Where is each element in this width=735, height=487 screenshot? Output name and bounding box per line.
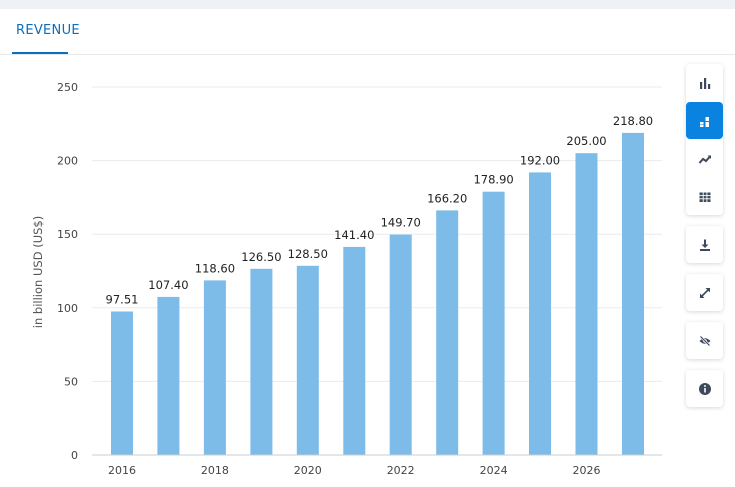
top-strip bbox=[0, 0, 735, 9]
bar-2025[interactable] bbox=[529, 172, 551, 455]
bar-chart-alt-button[interactable] bbox=[686, 102, 723, 139]
x-tick-label: 2020 bbox=[294, 464, 322, 477]
bar-value-label: 126.50 bbox=[241, 250, 281, 264]
bar-value-label: 205.00 bbox=[566, 134, 606, 148]
download-button[interactable] bbox=[686, 226, 723, 263]
bar-value-label: 149.70 bbox=[381, 216, 421, 230]
fullscreen-button[interactable] bbox=[686, 274, 723, 311]
bar-2023[interactable] bbox=[436, 210, 459, 455]
x-tick-label: 2024 bbox=[480, 464, 508, 477]
tab-active-underline bbox=[12, 52, 68, 54]
table-icon bbox=[699, 192, 710, 202]
bar-2017[interactable] bbox=[157, 296, 180, 455]
bar-value-label: 141.40 bbox=[334, 228, 374, 242]
bar-2022[interactable] bbox=[389, 234, 412, 455]
y-tick-label: 50 bbox=[64, 375, 78, 388]
bar-value-label: 118.60 bbox=[195, 261, 235, 275]
bar-chart-icon bbox=[699, 77, 710, 89]
bar-value-label: 218.80 bbox=[613, 114, 653, 128]
hide-eye-icon bbox=[699, 335, 710, 346]
bars bbox=[111, 132, 644, 456]
bar-value-label: 192.00 bbox=[520, 153, 560, 167]
bar-2020[interactable] bbox=[296, 265, 319, 455]
bar-2027[interactable] bbox=[622, 132, 644, 455]
bar-value-label: 97.51 bbox=[106, 293, 139, 307]
header-divider bbox=[0, 54, 735, 55]
info-button[interactable] bbox=[686, 370, 723, 407]
bar-value-label: 178.90 bbox=[473, 173, 513, 187]
x-tick-label: 2026 bbox=[573, 464, 601, 477]
y-axis-ticks: 0 50 100 150 200 250 bbox=[57, 81, 78, 462]
y-tick-label: 150 bbox=[57, 228, 78, 241]
bar-2019[interactable] bbox=[250, 268, 273, 455]
chart-type-group bbox=[686, 64, 723, 215]
table-view-button[interactable] bbox=[686, 178, 723, 215]
x-tick-label: 2016 bbox=[108, 464, 136, 477]
bar-value-label: 107.40 bbox=[148, 278, 188, 292]
fullscreen-icon bbox=[699, 287, 710, 298]
x-axis-ticks: 2016 2018 2020 2022 2024 2026 bbox=[108, 464, 601, 477]
bar-2016[interactable] bbox=[111, 311, 133, 456]
bar-value-labels: 97.51 107.40 118.60 126.50 128.50 141.40 149.7… bbox=[106, 114, 654, 307]
trend-line-icon bbox=[698, 155, 711, 164]
bar-chart-button[interactable] bbox=[686, 64, 723, 101]
info-icon bbox=[698, 382, 711, 395]
grid-lines bbox=[92, 86, 662, 382]
y-tick-label: 100 bbox=[57, 302, 78, 315]
hide-button[interactable] bbox=[686, 322, 723, 359]
trend-line-button[interactable] bbox=[686, 140, 723, 177]
y-axis-label: in billion USD (US$) bbox=[31, 216, 45, 328]
bar-value-label: 128.50 bbox=[288, 247, 328, 261]
y-tick-label: 0 bbox=[71, 449, 78, 462]
x-tick-label: 2018 bbox=[201, 464, 229, 477]
download-icon bbox=[699, 239, 710, 251]
x-tick-label: 2022 bbox=[387, 464, 415, 477]
bar-2018[interactable] bbox=[203, 280, 226, 455]
tab-revenue[interactable]: REVENUE bbox=[16, 23, 80, 38]
bar-chart-alt-icon bbox=[699, 116, 709, 127]
bar-2021[interactable] bbox=[343, 246, 366, 455]
y-tick-label: 200 bbox=[57, 155, 78, 168]
bar-2026[interactable] bbox=[575, 153, 598, 455]
bar-value-label: 166.20 bbox=[427, 191, 467, 205]
bar-2024[interactable] bbox=[482, 191, 505, 455]
y-tick-label: 250 bbox=[57, 81, 78, 94]
